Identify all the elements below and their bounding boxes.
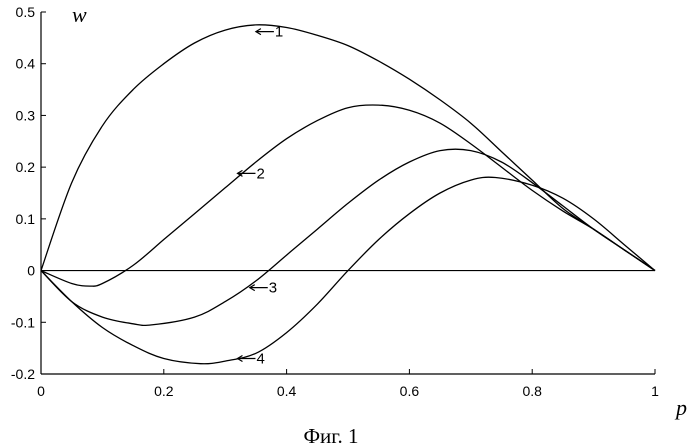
y-tick-label: 0.3 [16,107,36,123]
x-tick-label: 0.8 [522,383,542,399]
series-labels: 1 2 3 4 [237,24,283,368]
chart-axes: 0 0.2 0.4 0.6 0.8 1 -0.2 -0.1 0 0.1 0.2 0.3 0.4 0.5 [11,4,659,399]
y-tick-label: 0.4 [16,56,36,72]
series-label-text: 2 [256,165,264,182]
x-axis-label: p [674,395,687,420]
series-label-4: 4 [237,350,264,367]
series-line-2 [41,105,655,286]
series-line-1 [41,25,655,271]
series-lines [41,25,655,364]
y-tick-label: -0.2 [11,366,35,382]
y-axis-label: w [72,2,87,27]
y-tick-label: 0.2 [16,159,36,175]
x-tick-label: 0 [37,383,45,399]
figure-caption: Фиг. 1 [303,424,358,448]
series-label-text: 1 [275,24,283,41]
series-label-2: 2 [237,165,264,182]
series-label-1: 1 [256,24,283,41]
x-tick-label: 0.4 [277,383,297,399]
y-tick-label: 0.1 [16,211,36,227]
y-tick-label: -0.1 [11,314,35,330]
series-line-3 [41,149,655,325]
series-label-text: 4 [256,350,264,367]
series-label-text: 3 [269,280,277,297]
x-tick-label: 0.6 [400,383,420,399]
y-tick-label: 0.5 [16,4,36,20]
x-tick-label: 0.2 [154,383,174,399]
y-tick-label: 0 [27,263,35,279]
x-tick-label: 1 [651,383,659,399]
